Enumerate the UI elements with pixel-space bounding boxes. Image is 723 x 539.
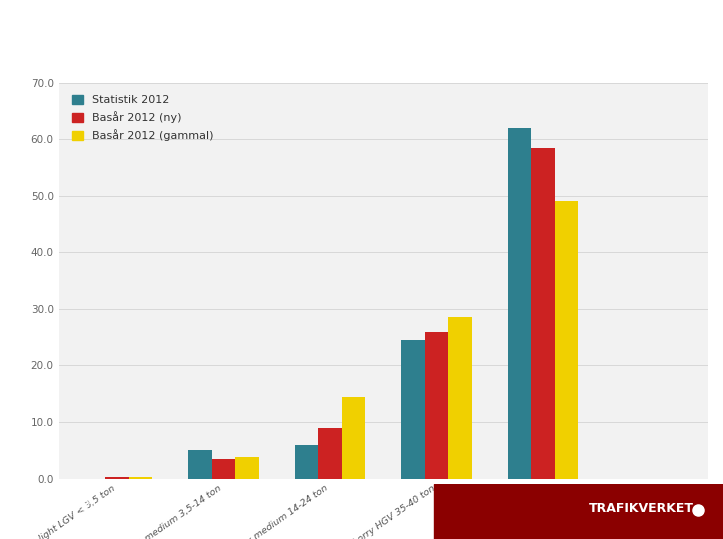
Bar (342, 397, 365, 479)
Text: Modellresultat – Trafikarbete per lastbilstyp (%-andel): Modellresultat – Trafikarbete per lastbi… (22, 53, 448, 67)
Text: 14   2017-08-21: 14 2017-08-21 (14, 501, 98, 511)
Bar (401, 340, 424, 479)
Bar (424, 331, 448, 479)
Bar (318, 428, 342, 479)
Bar (295, 445, 318, 479)
Bar (508, 128, 531, 479)
Bar (448, 317, 471, 479)
Text: ⚓: ⚓ (695, 507, 701, 513)
Bar (106, 477, 129, 479)
Bar (212, 459, 235, 479)
Text: TRAFIKVERKET: TRAFIKVERKET (589, 502, 694, 515)
Bar (129, 478, 153, 479)
Bar (555, 202, 578, 479)
Bar (189, 450, 212, 479)
Text: Godstransportprognoser: Godstransportprognoser (22, 18, 208, 31)
Bar (531, 148, 555, 479)
Bar (235, 457, 259, 479)
Legend: Statistik 2012, Basår 2012 (ny), Basår 2012 (gammal): Statistik 2012, Basår 2012 (ny), Basår 2… (67, 90, 218, 146)
